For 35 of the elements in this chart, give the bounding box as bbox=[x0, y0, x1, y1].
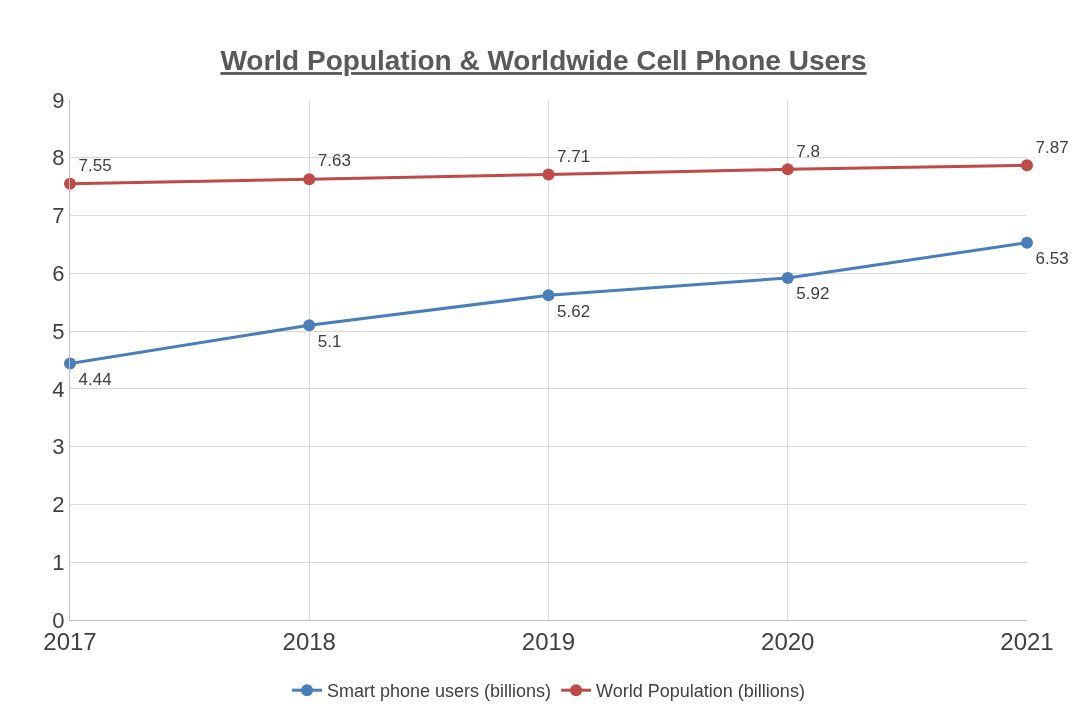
y-tick-label: 2 bbox=[52, 492, 65, 518]
data-label: 4.44 bbox=[78, 369, 112, 389]
y-tick-label: 7 bbox=[52, 203, 65, 229]
data-label: 7.8 bbox=[796, 141, 820, 161]
data-label: 7.87 bbox=[1035, 137, 1069, 157]
data-label: 5.1 bbox=[317, 331, 342, 351]
x-tick-label: 2018 bbox=[282, 627, 336, 655]
data-label: 5.62 bbox=[557, 301, 591, 321]
x-tick-label: 2019 bbox=[521, 627, 576, 655]
y-tick-label: 8 bbox=[52, 145, 65, 171]
x-tick-label: 2020 bbox=[761, 627, 815, 655]
y-tick-label: 4 bbox=[52, 376, 65, 402]
x-tick-label: 2021 bbox=[1000, 627, 1054, 655]
chart-title: World Population & Worldwide Cell Phone Users bbox=[220, 45, 867, 77]
point bbox=[303, 319, 316, 332]
point bbox=[1021, 236, 1033, 249]
y-tick-label: 6 bbox=[52, 261, 65, 287]
point bbox=[64, 177, 76, 190]
data-label: 7.71 bbox=[557, 146, 591, 166]
data-label: 6.53 bbox=[1035, 248, 1069, 268]
y-tick-label: 5 bbox=[52, 318, 65, 344]
data-label: 5.92 bbox=[796, 284, 830, 304]
data-label: 7.63 bbox=[317, 151, 351, 171]
legend-label: Smart phone users (billions) bbox=[327, 681, 552, 702]
y-tick-label: 9 bbox=[52, 87, 65, 113]
point bbox=[542, 289, 555, 302]
y-tick-label: 3 bbox=[52, 434, 65, 460]
point bbox=[542, 168, 555, 181]
point bbox=[1021, 159, 1033, 172]
y-tick-label: 1 bbox=[52, 549, 65, 575]
legend-label: World Population (billions) bbox=[596, 681, 805, 702]
point bbox=[781, 163, 794, 176]
data-label: 7.55 bbox=[78, 156, 112, 176]
point bbox=[781, 271, 794, 284]
point bbox=[303, 173, 316, 186]
